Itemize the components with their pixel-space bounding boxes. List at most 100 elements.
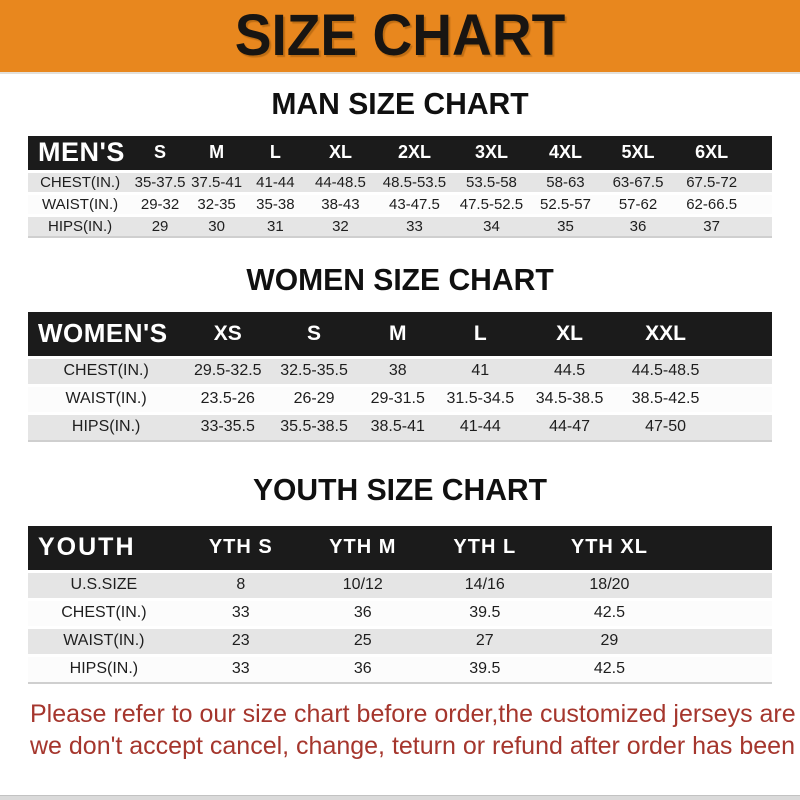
- spacer-cell: [713, 413, 772, 442]
- spacer-cell: [748, 215, 772, 238]
- column-header: XL: [305, 136, 376, 173]
- size-table: WOMEN'S XS S M L XL XXL CHEST(IN.) 29.5-32.5 32.5…: [28, 312, 772, 442]
- bottom-strip: [0, 795, 800, 800]
- banner: SIZE CHART: [0, 0, 800, 74]
- size-cell: 58-63: [529, 171, 602, 195]
- size-cell: 14/16: [423, 571, 546, 601]
- column-header: M: [356, 312, 439, 359]
- size-cell: 33-35.5: [184, 413, 272, 442]
- spacer-cell: [673, 526, 772, 573]
- size-cell: 26-29: [271, 385, 357, 415]
- size-cell: 48.5-53.5: [375, 171, 454, 195]
- spacer-cell: [748, 136, 772, 173]
- table-row: CHEST(IN.) 29.5-32.5 32.5-35.5 38 41 44.5 44.5…: [28, 357, 772, 387]
- table-row: CHEST(IN.) 35-37.5 37.5-41 41-44 44-48.5 48.5…: [28, 171, 772, 195]
- footer-line-2: we don't accept cancel, change, teturn o…: [30, 732, 800, 760]
- size-cell: 31.5-34.5: [438, 385, 522, 415]
- table-corner-label: MEN'S: [28, 136, 133, 173]
- man-size-table: MEN'S S M L XL 2XL 3XL 4XL 5XL 6XL CHEST(IN.) 35-37…: [0, 136, 800, 238]
- size-cell: 23.5-26: [184, 385, 272, 415]
- size-cell: 33: [179, 599, 302, 629]
- spacer-cell: [673, 627, 772, 657]
- column-header: XS: [184, 312, 272, 359]
- column-header: XXL: [617, 312, 714, 359]
- size-cell: 31: [245, 215, 306, 238]
- column-header: YTH M: [301, 526, 424, 573]
- size-cell: 42.5: [545, 599, 674, 629]
- size-cell: 29-31.5: [356, 385, 439, 415]
- size-cell: 25: [301, 627, 424, 657]
- size-cell: 35: [529, 215, 602, 238]
- size-cell: 57-62: [601, 193, 675, 217]
- table-header-row: WOMEN'S XS S M L XL XXL: [28, 312, 772, 359]
- size-cell: 36: [301, 655, 424, 684]
- footer-note: Please refer to our size chart before or…: [30, 698, 800, 762]
- size-cell: 32: [305, 215, 376, 238]
- column-header: S: [132, 136, 188, 173]
- size-cell: 52.5-57: [529, 193, 602, 217]
- size-cell: 47.5-52.5: [453, 193, 530, 217]
- row-label: WAIST(IN.): [28, 627, 180, 657]
- size-cell: 44.5: [521, 357, 618, 387]
- size-cell: 44-47: [521, 413, 618, 442]
- women-size-section: WOMEN SIZE CHART WOMEN'S XS S M L XL XXL CHEST(…: [0, 262, 800, 442]
- row-label: WAIST(IN.): [28, 193, 133, 217]
- table-row: CHEST(IN.) 33 36 39.5 42.5: [28, 599, 772, 629]
- table-row: WAIST(IN.) 29-32 32-35 35-38 38-43 43-47.5 47.…: [28, 193, 772, 217]
- size-cell: 41-44: [438, 413, 522, 442]
- spacer-cell: [673, 655, 772, 684]
- size-cell: 38-43: [305, 193, 376, 217]
- size-cell: 34.5-38.5: [521, 385, 618, 415]
- table-row: WAIST(IN.) 23 25 27 29: [28, 627, 772, 657]
- size-cell: 38: [356, 357, 439, 387]
- size-cell: 39.5: [423, 599, 546, 629]
- table-row: HIPS(IN.) 33-35.5 35.5-38.5 38.5-41 41-44 44-…: [28, 413, 772, 442]
- size-cell: 36: [601, 215, 675, 238]
- size-cell: 37: [674, 215, 749, 238]
- size-cell: 29: [545, 627, 674, 657]
- size-cell: 42.5: [545, 655, 674, 684]
- column-header: 2XL: [375, 136, 454, 173]
- size-cell: 10/12: [301, 571, 424, 601]
- size-cell: 67.5-72: [674, 171, 749, 195]
- size-cell: 37.5-41: [187, 171, 246, 195]
- row-label: CHEST(IN.): [28, 599, 180, 629]
- size-cell: 62-66.5: [674, 193, 749, 217]
- spacer-cell: [748, 193, 772, 217]
- banner-title: SIZE CHART: [234, 3, 566, 68]
- table-row: WAIST(IN.) 23.5-26 26-29 29-31.5 31.5-34.5 34…: [28, 385, 772, 415]
- size-cell: 35-37.5: [132, 171, 188, 195]
- size-cell: 38.5-42.5: [617, 385, 714, 415]
- size-cell: 33: [179, 655, 302, 684]
- size-cell: 34: [453, 215, 530, 238]
- table-row: HIPS(IN.) 33 36 39.5 42.5: [28, 655, 772, 684]
- size-cell: 29: [132, 215, 188, 238]
- size-cell: 32.5-35.5: [271, 357, 357, 387]
- column-header: YTH L: [423, 526, 546, 573]
- size-cell: 53.5-58: [453, 171, 530, 195]
- size-cell: 27: [423, 627, 546, 657]
- size-cell: 33: [375, 215, 454, 238]
- women-size-table: WOMEN'S XS S M L XL XXL CHEST(IN.) 29.5-32.5 32.5…: [0, 312, 800, 442]
- table-corner-label: YOUTH: [28, 526, 180, 573]
- size-cell: 29-32: [132, 193, 188, 217]
- footer-line-1: Please refer to our size chart before or…: [30, 700, 800, 728]
- size-cell: 18/20: [545, 571, 674, 601]
- size-cell: 8: [179, 571, 302, 601]
- column-header: YTH XL: [545, 526, 674, 573]
- spacer-cell: [748, 171, 772, 195]
- row-label: WAIST(IN.): [28, 385, 185, 415]
- column-header: L: [438, 312, 522, 359]
- size-cell: 41: [438, 357, 522, 387]
- size-cell: 47-50: [617, 413, 714, 442]
- row-label: CHEST(IN.): [28, 357, 185, 387]
- spacer-cell: [673, 571, 772, 601]
- size-cell: 43-47.5: [375, 193, 454, 217]
- column-header: 6XL: [674, 136, 749, 173]
- youth-section-title: YOUTH SIZE CHART: [252, 472, 548, 507]
- spacer-cell: [713, 357, 772, 387]
- size-cell: 32-35: [187, 193, 246, 217]
- column-header: L: [245, 136, 306, 173]
- size-cell: 29.5-32.5: [184, 357, 272, 387]
